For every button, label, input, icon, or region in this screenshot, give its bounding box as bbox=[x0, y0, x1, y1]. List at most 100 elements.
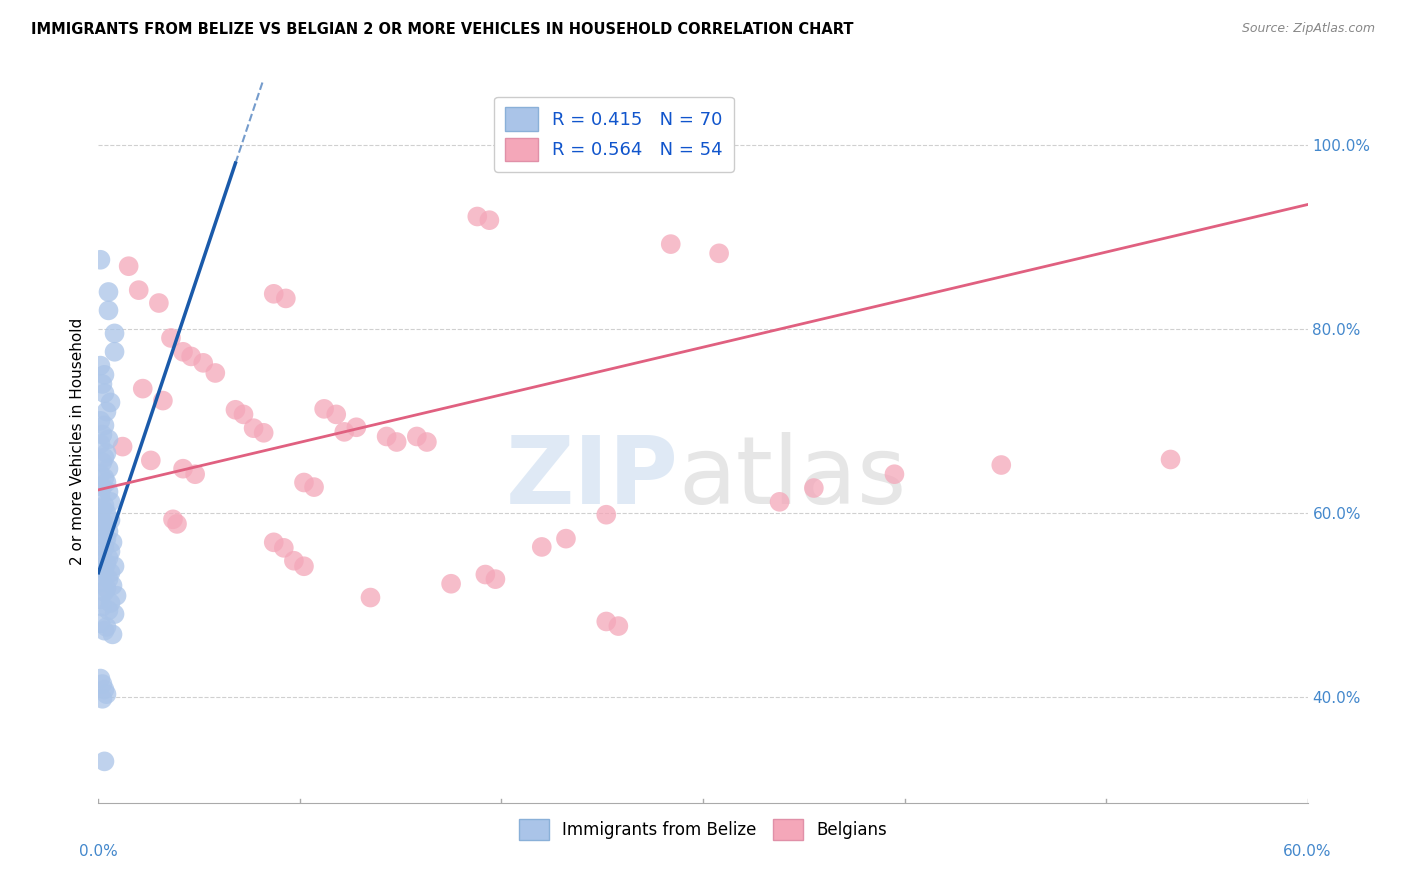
Point bbox=[96, 620, 118, 634]
Point bbox=[91, 574, 114, 589]
Point bbox=[595, 615, 617, 629]
Point bbox=[302, 480, 325, 494]
Point bbox=[89, 467, 111, 482]
Text: ZIP: ZIP bbox=[506, 432, 679, 524]
Point bbox=[707, 246, 730, 260]
Point bbox=[224, 402, 246, 417]
Point bbox=[405, 429, 427, 443]
Point bbox=[97, 285, 120, 299]
Point bbox=[128, 283, 150, 297]
Point bbox=[91, 501, 114, 516]
Point bbox=[91, 538, 114, 552]
Point bbox=[990, 458, 1012, 472]
Point bbox=[152, 393, 174, 408]
Point bbox=[659, 237, 682, 252]
Point bbox=[93, 682, 115, 697]
Point bbox=[100, 596, 122, 610]
Point bbox=[91, 691, 114, 706]
Point bbox=[242, 421, 264, 435]
Point bbox=[139, 453, 162, 467]
Point bbox=[93, 418, 115, 433]
Point bbox=[100, 513, 122, 527]
Point bbox=[89, 592, 111, 607]
Point bbox=[89, 528, 111, 542]
Text: Source: ZipAtlas.com: Source: ZipAtlas.com bbox=[1241, 22, 1375, 36]
Point bbox=[96, 506, 118, 520]
Point bbox=[440, 576, 463, 591]
Point bbox=[325, 408, 347, 422]
Point bbox=[595, 508, 617, 522]
Point bbox=[91, 377, 114, 392]
Point bbox=[93, 541, 115, 555]
Point bbox=[89, 437, 111, 451]
Point bbox=[91, 455, 114, 469]
Point bbox=[883, 467, 905, 482]
Point bbox=[474, 567, 496, 582]
Point bbox=[96, 582, 118, 596]
Point bbox=[97, 572, 120, 586]
Point bbox=[274, 292, 297, 306]
Point bbox=[89, 414, 111, 428]
Point bbox=[263, 535, 285, 549]
Point bbox=[101, 535, 124, 549]
Point bbox=[89, 568, 111, 582]
Point bbox=[180, 350, 202, 364]
Point bbox=[96, 446, 118, 460]
Point bbox=[93, 450, 115, 465]
Point bbox=[93, 624, 115, 638]
Point bbox=[803, 481, 825, 495]
Point bbox=[91, 677, 114, 691]
Point bbox=[91, 519, 114, 533]
Point bbox=[93, 386, 115, 401]
Point bbox=[103, 607, 125, 621]
Point bbox=[375, 429, 398, 443]
Point bbox=[89, 252, 111, 267]
Point bbox=[1160, 452, 1182, 467]
Point bbox=[103, 559, 125, 574]
Point bbox=[96, 532, 118, 546]
Point bbox=[100, 566, 122, 580]
Point bbox=[204, 366, 226, 380]
Point bbox=[607, 619, 630, 633]
Point bbox=[162, 512, 184, 526]
Point bbox=[93, 585, 115, 599]
Point bbox=[360, 591, 382, 605]
Point bbox=[93, 368, 115, 382]
Y-axis label: 2 or more Vehicles in Household: 2 or more Vehicles in Household bbox=[70, 318, 86, 566]
Point bbox=[93, 563, 115, 577]
Point bbox=[193, 356, 215, 370]
Point bbox=[97, 603, 120, 617]
Point bbox=[97, 484, 120, 499]
Point bbox=[97, 551, 120, 566]
Point bbox=[530, 540, 553, 554]
Point bbox=[166, 516, 188, 531]
Point bbox=[160, 331, 183, 345]
Point bbox=[96, 404, 118, 418]
Point bbox=[132, 382, 155, 396]
Point bbox=[91, 480, 114, 494]
Point bbox=[100, 395, 122, 409]
Legend: Immigrants from Belize, Belgians: Immigrants from Belize, Belgians bbox=[510, 811, 896, 848]
Point bbox=[91, 554, 114, 568]
Point bbox=[89, 616, 111, 631]
Point bbox=[292, 475, 315, 490]
Point bbox=[416, 435, 439, 450]
Point bbox=[148, 296, 170, 310]
Point bbox=[111, 440, 134, 454]
Point bbox=[96, 475, 118, 490]
Point bbox=[97, 303, 120, 318]
Point bbox=[273, 541, 295, 555]
Point bbox=[172, 344, 194, 359]
Point bbox=[89, 489, 111, 503]
Point bbox=[89, 509, 111, 524]
Point bbox=[172, 461, 194, 475]
Point bbox=[105, 589, 128, 603]
Point bbox=[97, 432, 120, 446]
Point bbox=[484, 572, 506, 586]
Point bbox=[103, 326, 125, 341]
Point bbox=[101, 578, 124, 592]
Point bbox=[93, 516, 115, 531]
Point bbox=[465, 210, 488, 224]
Point bbox=[100, 495, 122, 509]
Point bbox=[96, 557, 118, 571]
